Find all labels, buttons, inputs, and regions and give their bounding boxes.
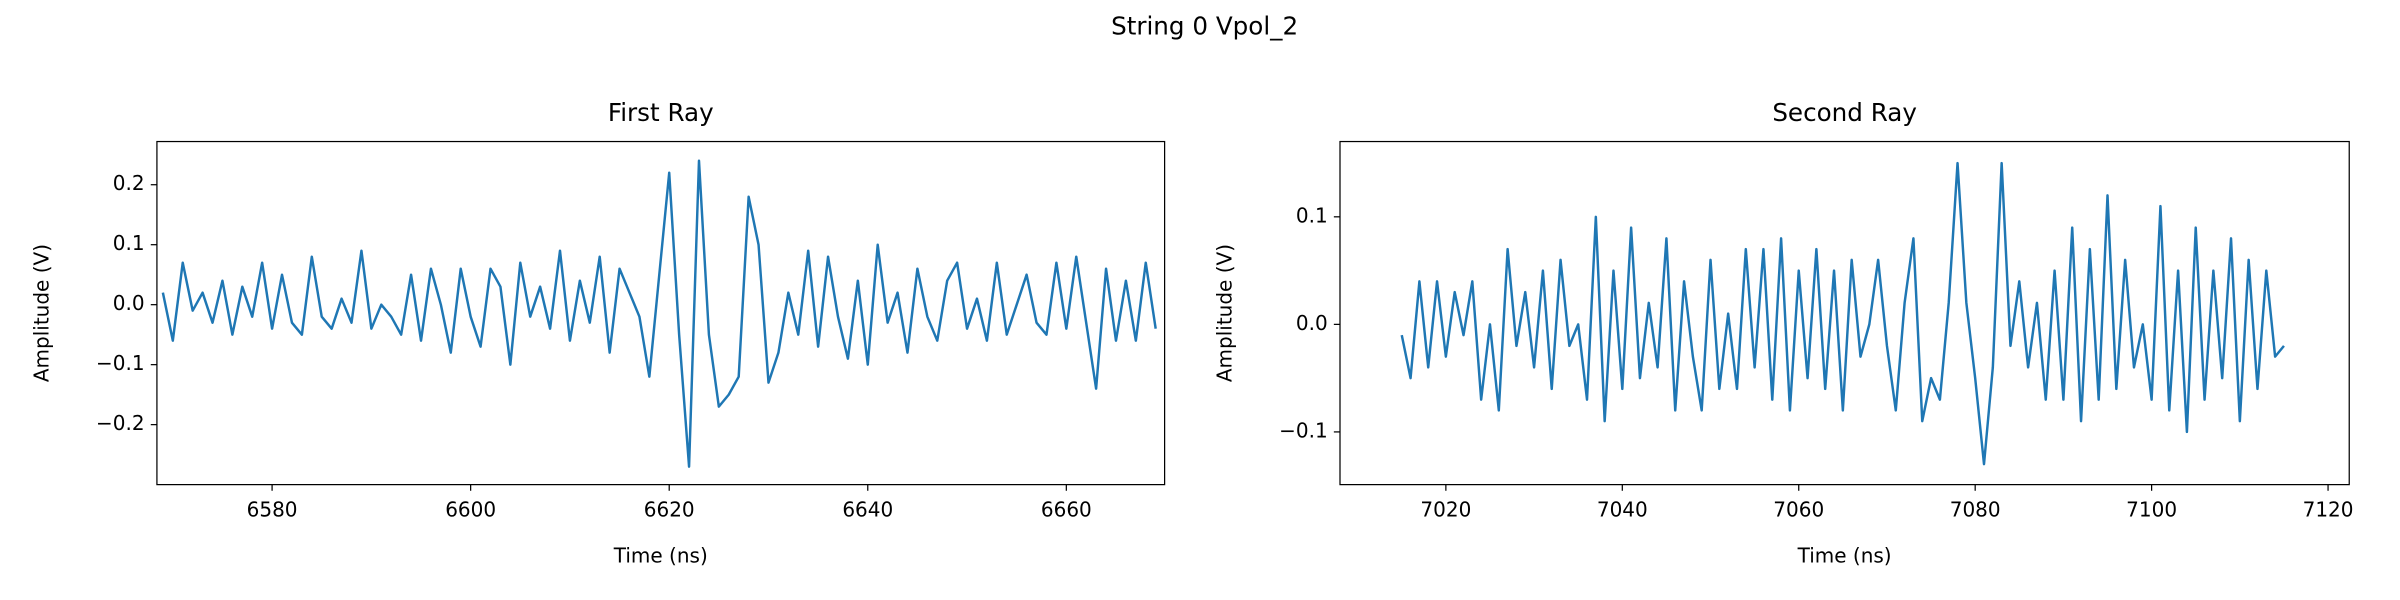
- x-tick-label: 7040: [1597, 497, 1648, 521]
- x-tick-label: 7120: [2303, 497, 2354, 521]
- y-axis-label: Amplitude (V): [1213, 244, 1237, 382]
- y-tick-label: 0.0: [1296, 311, 1328, 335]
- y-tick-label: 0.1: [113, 231, 145, 255]
- y-tick-label: 0.1: [1296, 203, 1328, 227]
- x-tick-label: 7080: [1950, 497, 2001, 521]
- data-line: [1400, 161, 2285, 466]
- x-tick-label: 6660: [1041, 497, 1092, 521]
- data-line: [161, 159, 1157, 468]
- x-tick-label: 7100: [2126, 497, 2177, 521]
- y-axis-label: Amplitude (V): [30, 244, 54, 382]
- x-axis-label: Time (ns): [1797, 543, 1892, 567]
- x-tick-label: 6640: [842, 497, 893, 521]
- x-tick-label: 6600: [445, 497, 496, 521]
- y-tick-label: 0.2: [113, 171, 145, 195]
- axes-title: First Ray: [608, 98, 714, 127]
- x-tick-label: 7020: [1420, 497, 1471, 521]
- y-tick-label: −0.2: [96, 411, 145, 435]
- figure-title: String 0 Vpol_2: [1111, 12, 1298, 41]
- axes-frame: [156, 140, 1166, 486]
- y-tick-label: −0.1: [96, 351, 145, 375]
- x-tick-label: 6580: [247, 497, 298, 521]
- x-tick-label: 6620: [644, 497, 695, 521]
- y-tick-label: −0.1: [1279, 418, 1328, 442]
- axes-title: Second Ray: [1772, 98, 1917, 127]
- x-axis-label: Time (ns): [613, 543, 708, 567]
- x-tick-label: 7060: [1773, 497, 1824, 521]
- y-tick-label: 0.0: [113, 291, 145, 315]
- axes-frame: [1339, 140, 2350, 486]
